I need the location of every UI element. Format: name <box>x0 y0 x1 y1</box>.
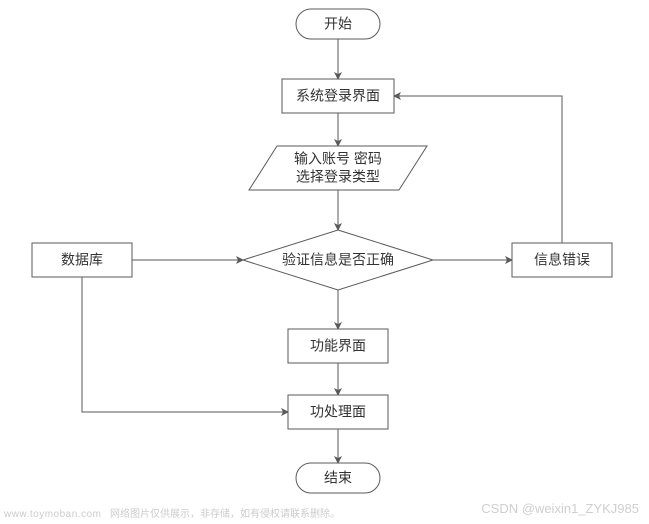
node-verify: 验证信息是否正确 <box>243 230 433 290</box>
node-end: 结束 <box>296 463 380 493</box>
node-input: 输入账号 密码选择登录类型 <box>249 146 427 190</box>
node-label-func: 功能界面 <box>310 338 366 354</box>
edge-db_b-proc_l <box>82 277 288 412</box>
node-start: 开始 <box>296 9 380 39</box>
watermark-right: CSDN @weixin1_ZYKJ985 <box>481 501 639 516</box>
svg-text:选择登录类型: 选择登录类型 <box>296 169 380 185</box>
node-proc: 功处理面 <box>288 395 388 429</box>
node-db: 数据库 <box>32 243 132 277</box>
node-label-proc: 功处理面 <box>310 404 366 420</box>
node-func: 功能界面 <box>288 329 388 363</box>
svg-text:输入账号 密码: 输入账号 密码 <box>294 151 382 167</box>
watermark-disclaimer: 网络图片仅供展示，非存储，如有侵权请联系删除。 <box>110 505 340 520</box>
node-login: 系统登录界面 <box>282 79 394 113</box>
node-label-db: 数据库 <box>61 252 103 268</box>
node-label-error: 信息错误 <box>534 252 590 268</box>
node-error: 信息错误 <box>512 243 612 277</box>
node-label-start: 开始 <box>324 16 352 32</box>
flowchart: 开始系统登录界面输入账号 密码选择登录类型验证信息是否正确数据库信息错误功能界面… <box>0 0 649 524</box>
edge-error_t-login_r <box>394 96 562 243</box>
node-label-end: 结束 <box>324 470 352 486</box>
nodes: 开始系统登录界面输入账号 密码选择登录类型验证信息是否正确数据库信息错误功能界面… <box>32 9 612 493</box>
node-label-login: 系统登录界面 <box>296 88 380 104</box>
node-label-verify: 验证信息是否正确 <box>282 252 394 268</box>
watermark-left: www.toymoban.com <box>4 509 101 520</box>
